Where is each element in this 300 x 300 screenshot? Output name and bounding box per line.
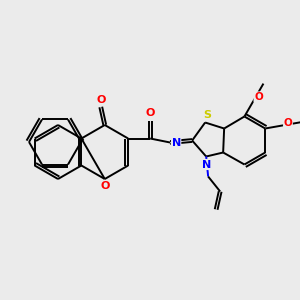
Text: O: O [284, 118, 292, 128]
Text: S: S [203, 110, 211, 119]
Text: N: N [172, 139, 181, 148]
Text: O: O [254, 92, 263, 102]
Text: O: O [100, 181, 110, 191]
Text: N: N [202, 160, 211, 170]
Text: O: O [146, 109, 155, 118]
Text: O: O [96, 95, 106, 105]
